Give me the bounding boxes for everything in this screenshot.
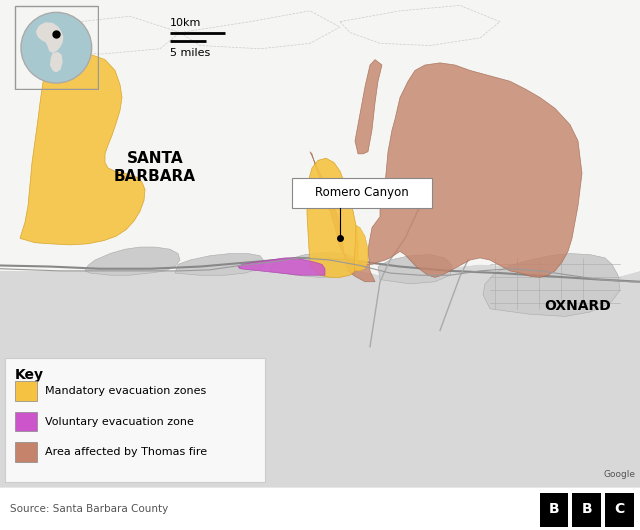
- Polygon shape: [310, 63, 582, 282]
- Polygon shape: [36, 22, 63, 53]
- Polygon shape: [307, 158, 358, 277]
- Text: Google: Google: [603, 470, 635, 479]
- Bar: [15, 412, 37, 431]
- Bar: [540, 493, 568, 527]
- Text: Area affected by Thomas fire: Area affected by Thomas fire: [45, 447, 207, 457]
- Polygon shape: [50, 52, 63, 73]
- Bar: [15, 382, 37, 401]
- Polygon shape: [20, 52, 145, 245]
- Text: C: C: [614, 502, 625, 516]
- Polygon shape: [0, 258, 640, 488]
- Text: B: B: [581, 502, 592, 516]
- Polygon shape: [175, 253, 265, 275]
- Circle shape: [21, 12, 92, 83]
- Text: Source: Santa Barbara County: Source: Santa Barbara County: [10, 504, 168, 514]
- Text: SANTA
BARBARA: SANTA BARBARA: [114, 152, 196, 184]
- Bar: [605, 493, 634, 527]
- Polygon shape: [355, 59, 382, 154]
- Polygon shape: [354, 225, 368, 271]
- Text: OXNARD: OXNARD: [545, 298, 611, 313]
- Text: B: B: [548, 502, 559, 516]
- Text: 10km: 10km: [170, 18, 202, 28]
- Text: Mandatory evacuation zones: Mandatory evacuation zones: [45, 386, 206, 396]
- Bar: [292, 178, 432, 208]
- Bar: [572, 493, 601, 527]
- Text: Voluntary evacuation zone: Voluntary evacuation zone: [45, 417, 194, 427]
- Polygon shape: [483, 253, 620, 316]
- Polygon shape: [0, 0, 640, 284]
- Text: Key: Key: [15, 368, 44, 383]
- Text: Romero Canyon: Romero Canyon: [315, 187, 409, 199]
- Polygon shape: [270, 252, 360, 277]
- Polygon shape: [85, 247, 180, 275]
- Bar: [5, 358, 265, 482]
- Bar: [15, 442, 37, 462]
- Polygon shape: [378, 254, 452, 284]
- Text: 5 miles: 5 miles: [170, 48, 211, 58]
- Polygon shape: [238, 258, 325, 275]
